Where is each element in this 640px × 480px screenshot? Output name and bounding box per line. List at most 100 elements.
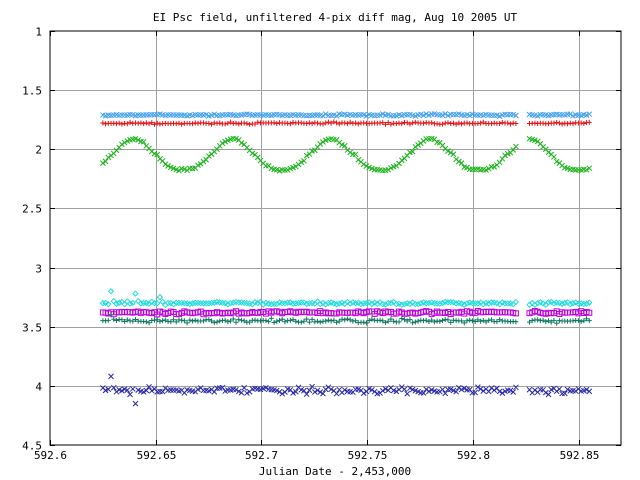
data-point [455,384,462,391]
data-point [480,119,486,125]
data-point [276,317,282,323]
data-point [480,317,486,323]
data-point [581,121,587,127]
data-point [496,388,503,395]
data-point [361,120,367,126]
data-point [379,387,386,394]
data-point [425,299,433,307]
data-point [558,300,566,308]
data-point [452,300,460,307]
data-point [342,317,348,323]
data-point [105,386,112,393]
data-point [445,120,451,126]
data-point [575,300,582,307]
data-point [494,319,500,325]
data-point [429,120,435,126]
data-point [567,111,574,117]
data-point [366,318,372,324]
data-point [126,300,134,307]
data-point [360,390,367,397]
data-point [132,317,138,323]
data-point [300,299,308,306]
data-point [586,388,593,395]
data-point [391,318,397,324]
data-point [255,119,261,125]
data-point [469,318,475,324]
data-point [154,317,160,323]
data-point [146,121,152,127]
data-point [233,386,239,393]
data-point [132,400,139,407]
data-point [195,120,201,126]
data-point [439,299,446,307]
data-point [157,318,163,324]
data-point [200,120,206,126]
data-point [238,389,245,396]
data-point [100,160,106,166]
data-point [195,386,201,393]
data-point [187,317,193,323]
data-point [268,301,275,308]
data-point [281,300,289,307]
data-point [146,320,152,326]
data-point [222,111,229,118]
data-point [203,156,209,163]
data-point [431,319,437,325]
data-point [162,317,168,323]
data-point [545,391,552,398]
data-point [390,112,397,119]
data-point [387,299,395,307]
data-point [561,299,569,307]
data-point [143,319,149,325]
data-point [496,159,503,166]
data-point [211,388,218,395]
data-point [393,388,400,395]
data-point [271,319,277,325]
data-point [346,300,354,307]
data-point [398,301,405,308]
series-5 [99,307,593,318]
x-tick-label: 592.6 [34,449,67,462]
data-point [238,140,245,146]
data-point [306,319,312,325]
data-point [412,143,419,150]
data-point [143,387,150,394]
data-point [586,111,593,118]
data-point [105,154,112,161]
series-1 [100,111,593,120]
data-point [363,113,370,119]
data-point [472,389,479,396]
data-point [564,299,571,306]
data-point [513,120,519,126]
data-point [181,318,187,324]
data-point [323,318,329,324]
data-point [175,299,183,307]
data-point [352,300,359,307]
data-point [266,319,272,325]
data-point [407,317,413,323]
data-point [491,112,498,119]
data-point [334,120,340,126]
data-point [108,373,114,380]
data-point [439,386,446,393]
data-point [586,318,592,324]
data-point [134,297,142,305]
data-point [122,318,128,324]
data-point [108,312,114,318]
data-point [127,391,133,398]
data-point [328,318,334,324]
data-point [290,317,296,323]
data-point [347,119,353,125]
data-point [211,120,217,126]
data-point [562,120,568,126]
data-point [325,317,331,323]
data-point [382,121,388,127]
data-point [543,319,549,325]
data-point [190,121,196,127]
data-point [205,153,212,159]
x-axis-label: Julian Date - 2,453,000 [259,465,411,478]
data-point [149,120,155,126]
x-tick-label: 592.75 [348,449,388,462]
data-point [171,317,177,323]
data-point [309,383,315,390]
